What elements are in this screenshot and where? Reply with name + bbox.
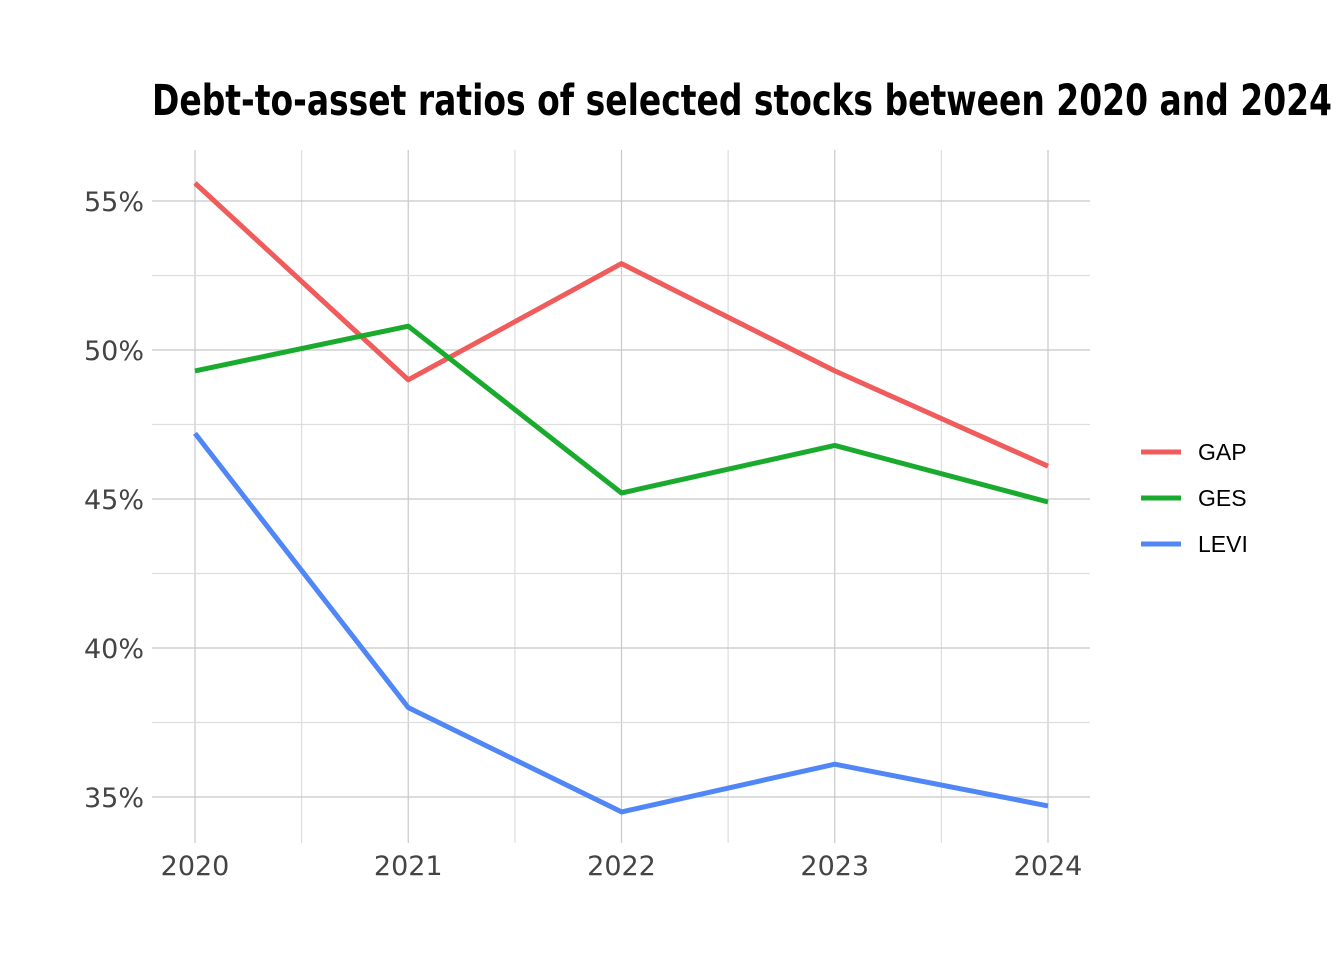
y-tick-label: 50% [84,336,144,367]
legend-item-ges: GES [1141,485,1247,511]
y-tick-label: 35% [84,783,144,814]
series-line-gap [193,181,1050,469]
legend-label: GAP [1198,439,1247,465]
series-line-levi [193,431,1049,815]
grid [152,150,1090,843]
x-axis-ticks: 2020 2021 2022 2023 2024 [161,851,1083,882]
x-tick-label: 2021 [374,851,443,882]
legend-item-levi: LEVI [1141,531,1248,557]
y-tick-label: 45% [84,485,144,516]
series-lines [193,181,1050,815]
legend-label: LEVI [1198,531,1248,557]
y-axis-ticks: 35% 40% 45% 50% 55% [84,187,144,814]
series-line-ges [194,323,1049,505]
y-tick-label: 40% [84,634,144,665]
chart-title: Debt-to-asset ratios of selected stocks … [152,76,1332,126]
legend-label: GES [1198,485,1247,511]
x-tick-label: 2024 [1014,851,1083,882]
x-tick-label: 2022 [587,851,656,882]
x-tick-label: 2023 [800,851,869,882]
y-tick-label: 55% [84,187,144,218]
legend: GAP GES LEVI [1141,439,1248,557]
legend-item-gap: GAP [1141,439,1247,465]
x-tick-label: 2020 [161,851,230,882]
